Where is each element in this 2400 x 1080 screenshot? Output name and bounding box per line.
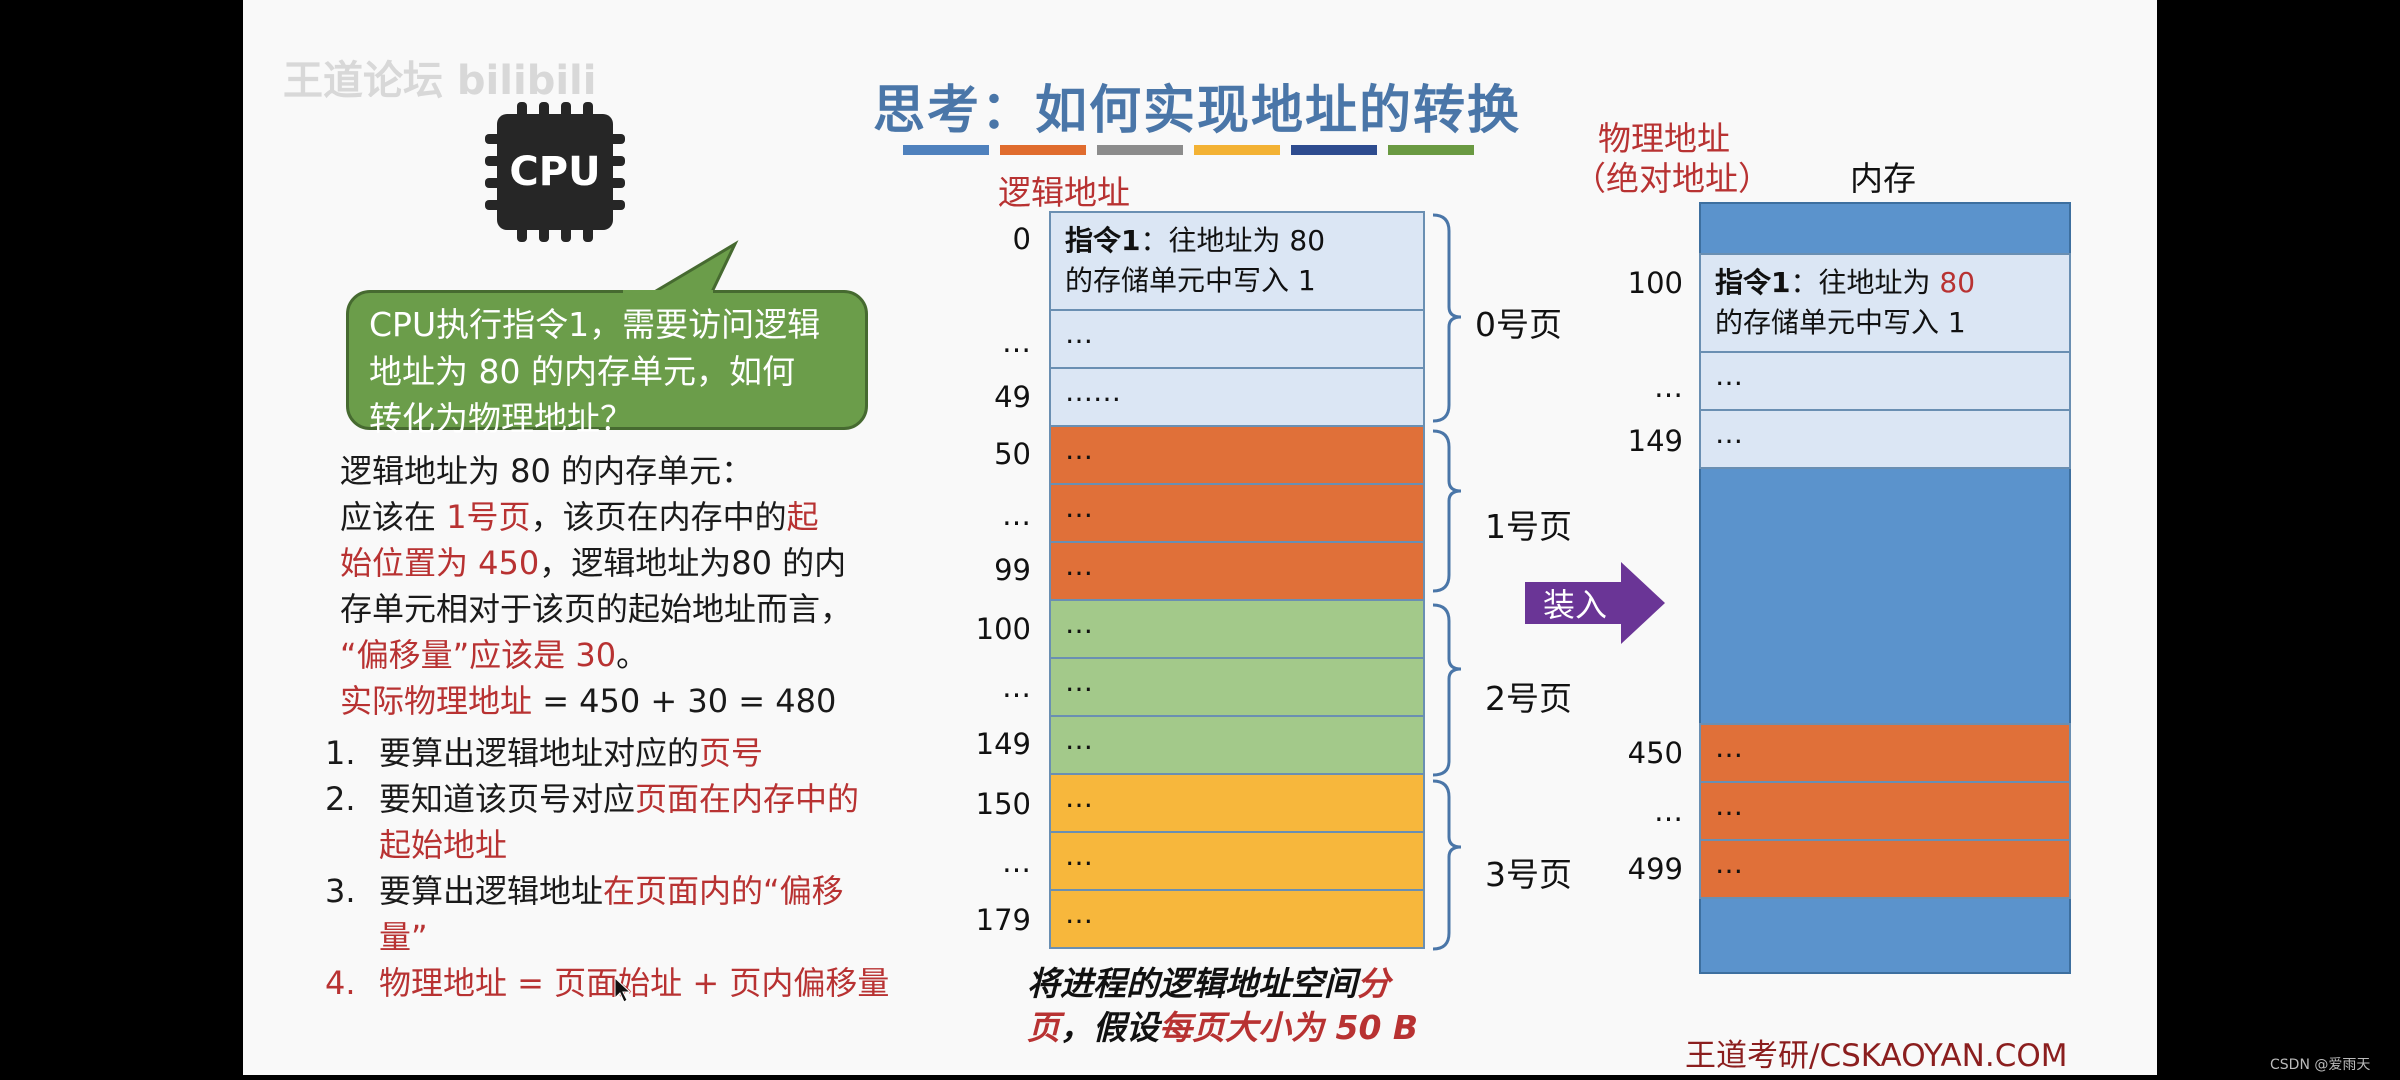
- page-label-0: 0号页: [1475, 305, 1562, 344]
- explain-line: 逻辑地址为 80 的内存单元：: [340, 452, 754, 490]
- logical-address-label: …: [1002, 325, 1031, 359]
- step-item: 3. 要算出逻辑地址在页面内的“偏移: [325, 872, 844, 910]
- logical-cell-instruction: 指令1：往地址为 80 的存储单元中写入 1: [1049, 211, 1425, 311]
- logical-address-label: 149: [975, 727, 1031, 761]
- logical-cell: ……: [1049, 367, 1425, 427]
- explain-line: “偏移量”应该是 30。: [340, 636, 649, 674]
- memory-header: 内存: [1850, 159, 1916, 198]
- explain-line: 实际物理地址 = 450 + 30 = 480: [340, 682, 837, 720]
- step-item: 4. 物理地址 = 页面始址 + 页内偏移量: [325, 964, 890, 1002]
- color-bar-segment: [903, 145, 989, 155]
- footer-brand: 王道考研/CSKAOYAN.COM: [1685, 1038, 2068, 1074]
- steps-list: 1. 要算出逻辑地址对应的页号 2. 要知道该页号对应页面在内存中的 起始地址 3.…: [325, 730, 889, 1006]
- physical-address-header: 物理地址: [1598, 119, 1730, 158]
- logical-cell: …: [1049, 599, 1425, 659]
- step-item: 1. 要算出逻辑地址对应的页号: [325, 734, 764, 772]
- brace-page-2: [1432, 603, 1462, 777]
- logical-address-label: 100: [975, 612, 1031, 646]
- color-bar-segment: [1097, 145, 1183, 155]
- explain-line: 始位置为 450，逻辑地址为80 的内: [340, 544, 847, 582]
- physical-address-label: …: [1654, 794, 1683, 828]
- physical-address-label: …: [1654, 370, 1683, 404]
- physical-address-label: 149: [1627, 424, 1683, 458]
- color-bar-segment: [1194, 145, 1280, 155]
- step-item-cont: 量”: [379, 918, 428, 956]
- csdn-watermark: CSDN @爱雨天: [2270, 1057, 2371, 1073]
- logical-address-label: 49: [994, 380, 1031, 414]
- watermark: 王道论坛 bilibili: [283, 58, 597, 104]
- bubble-line: CPU执行指令1，需要访问逻辑: [369, 305, 821, 344]
- explain-line: 存单元相对于该页的起始地址而言，: [340, 590, 853, 628]
- physical-cell: …: [1699, 723, 2071, 783]
- logical-cell: …: [1049, 425, 1425, 485]
- cpu-question-bubble: CPU执行指令1，需要访问逻辑 地址为 80 的内存单元，如何 转化为物理地址？: [346, 290, 868, 438]
- explain-line: 应该在 1号页，该页在内存中的起: [340, 498, 819, 536]
- logical-cell: …: [1049, 773, 1425, 833]
- page-braces: [1432, 213, 1462, 951]
- load-arrow-icon: [1525, 562, 1665, 644]
- logical-address-label: …: [1002, 670, 1031, 704]
- page-label-2: 2号页: [1485, 679, 1572, 718]
- physical-cell-instruction: 指令1：往地址为 80 的存储单元中写入 1: [1699, 253, 2071, 353]
- color-bar-segment: [1388, 145, 1474, 155]
- physical-cell: …: [1699, 839, 2071, 899]
- mouse-cursor-icon: [614, 976, 632, 1003]
- bubble-line: 转化为物理地址？: [369, 399, 633, 438]
- logical-address-label: 179: [975, 903, 1031, 937]
- page-label-3: 3号页: [1485, 855, 1572, 894]
- logical-address-label: 50: [994, 437, 1031, 471]
- logical-cell: …: [1049, 657, 1425, 717]
- physical-address-label: 499: [1627, 852, 1683, 886]
- logical-address-label: 99: [994, 553, 1031, 587]
- color-bar-segment: [1000, 145, 1086, 155]
- brace-page-3: [1432, 779, 1462, 951]
- absolute-address-header: （绝对地址）: [1573, 159, 1771, 198]
- physical-address-label: 450: [1627, 736, 1683, 770]
- page-label-1: 1号页: [1485, 507, 1572, 546]
- physical-cell: …: [1699, 351, 2071, 411]
- color-bar-segment: [1291, 145, 1377, 155]
- brace-page-1: [1432, 429, 1462, 593]
- step-item-cont: 起始地址: [379, 826, 508, 864]
- logical-address-label: …: [1002, 845, 1031, 879]
- brace-page-0: [1432, 213, 1462, 423]
- explanation: 逻辑地址为 80 的内存单元： 应该在 1号页，该页在内存中的起 始位置为 45…: [340, 448, 852, 724]
- bubble-line: 地址为 80 的内存单元，如何: [369, 352, 795, 391]
- slide: 王道论坛 bilibili 思考：如何实现地址的转换 CPU CPU执行指令1，…: [243, 0, 2157, 1075]
- logical-address-header: 逻辑地址: [998, 173, 1130, 212]
- physical-address-label: 100: [1627, 266, 1683, 300]
- paging-caption: 将进程的逻辑地址空间分 页，假设每页大小为 50 B: [1027, 964, 1419, 1047]
- logical-cell: …: [1049, 541, 1425, 601]
- step-item: 2. 要知道该页号对应页面在内存中的: [325, 780, 860, 818]
- logical-address-label: 0: [1012, 222, 1031, 256]
- physical-cell: …: [1699, 781, 2071, 841]
- logical-cell: …: [1049, 483, 1425, 543]
- logical-cell: …: [1049, 309, 1425, 369]
- load-arrow-label: 装入: [1543, 586, 1608, 624]
- page-title: 思考：如何实现地址的转换: [873, 81, 1522, 141]
- logical-cell: …: [1049, 831, 1425, 891]
- physical-cell: …: [1699, 409, 2071, 469]
- logical-cell: …: [1049, 889, 1425, 949]
- logical-cell: …: [1049, 715, 1425, 775]
- logical-address-label: 150: [975, 787, 1031, 821]
- cpu-label: CPU: [497, 114, 613, 230]
- logical-address-label: …: [1002, 498, 1031, 532]
